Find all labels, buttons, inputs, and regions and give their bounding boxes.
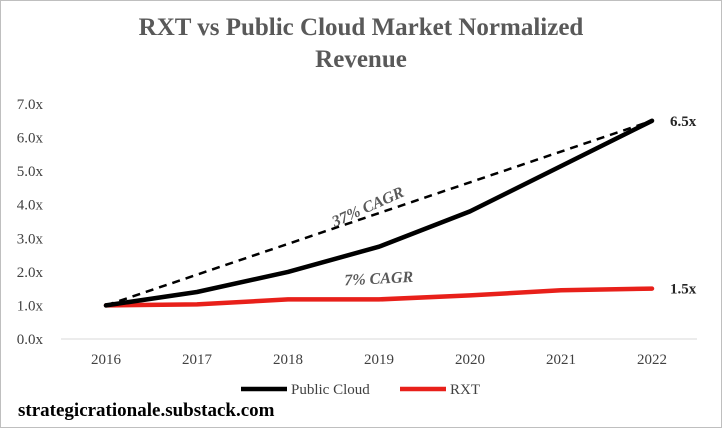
legend: Public Cloud RXT — [241, 382, 480, 398]
series-lines — [103, 118, 655, 308]
end-value-label: 1.5x — [670, 282, 697, 298]
end-labels: 6.5x 1.5x — [670, 114, 697, 298]
x-tick-label: 2016 — [91, 352, 122, 368]
y-tick-label: 3.0x — [17, 231, 44, 247]
end-value-label: 6.5x — [670, 114, 697, 130]
y-tick-label: 4.0x — [17, 198, 44, 214]
chart-title-line1: RXT vs Public Cloud Market Normalized — [138, 14, 584, 41]
y-tick-label: 1.0x — [17, 298, 44, 314]
x-tick-label: 2018 — [273, 352, 303, 368]
x-tick-label: 2022 — [637, 352, 667, 368]
chart-title-line2: Revenue — [315, 46, 407, 73]
y-tick-label: 2.0x — [17, 265, 44, 281]
cagr-annotation: 7% CAGR — [344, 269, 414, 290]
x-tick-label: 2021 — [546, 352, 576, 368]
legend-label: Public Cloud — [291, 382, 370, 398]
x-axis: 2016 2017 2018 2019 2020 2021 2022 — [91, 352, 667, 368]
x-tick-label: 2017 — [182, 352, 213, 368]
y-tick-label: 6.0x — [17, 131, 44, 147]
series-line-public-cloud — [103, 118, 655, 308]
y-tick-label: 7.0x — [17, 97, 44, 113]
cagr-annotation: 37% CAGR — [329, 184, 407, 231]
x-tick-label: 2020 — [455, 352, 485, 368]
legend-label: RXT — [450, 382, 480, 398]
cagr-trendline — [105, 119, 653, 307]
y-tick-label: 5.0x — [17, 164, 44, 180]
x-tick-label: 2019 — [364, 352, 394, 368]
chart-title: RXT vs Public Cloud Market Normalized Re… — [0, 12, 722, 76]
watermark: strategicrationale.substack.com — [18, 400, 275, 421]
trendline — [105, 119, 653, 307]
series-line-rxt — [103, 286, 655, 308]
y-axis: 0.0x 1.0x 2.0x 3.0x 4.0x 5.0x 6.0x 7.0x — [17, 97, 44, 348]
y-tick-label: 0.0x — [17, 332, 44, 348]
